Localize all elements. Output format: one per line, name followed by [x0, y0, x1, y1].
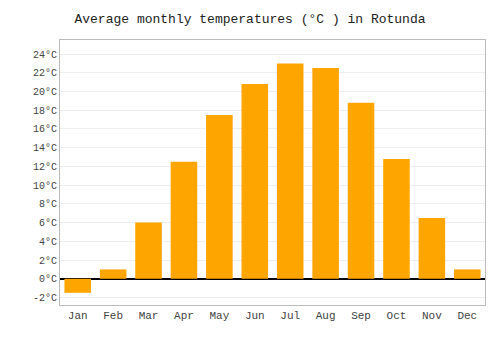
svg-text:Jan: Jan [68, 310, 88, 322]
svg-text:2°C: 2°C [39, 256, 57, 267]
svg-text:May: May [209, 310, 229, 322]
svg-text:20°C: 20°C [33, 87, 57, 98]
svg-text:Jun: Jun [245, 310, 265, 322]
svg-text:10°C: 10°C [33, 181, 57, 192]
svg-text:18°C: 18°C [33, 106, 57, 117]
svg-text:Apr: Apr [174, 310, 194, 322]
svg-text:0°C: 0°C [39, 274, 57, 285]
svg-text:Dec: Dec [457, 310, 477, 322]
svg-text:24°C: 24°C [33, 50, 57, 61]
svg-text:Nov: Nov [422, 310, 442, 322]
svg-text:Oct: Oct [387, 310, 407, 322]
svg-text:Average monthly temperatures (: Average monthly temperatures (°C ) in Ro… [74, 12, 425, 27]
svg-text:Feb: Feb [103, 310, 123, 322]
svg-text:Mar: Mar [139, 310, 159, 322]
svg-text:Jul: Jul [280, 310, 300, 322]
svg-text:-2°C: -2°C [33, 293, 57, 304]
svg-text:16°C: 16°C [33, 124, 57, 135]
svg-text:4°C: 4°C [39, 237, 57, 248]
svg-text:Aug: Aug [316, 310, 336, 322]
svg-text:22°C: 22°C [33, 68, 57, 79]
svg-text:12°C: 12°C [33, 162, 57, 173]
svg-text:14°C: 14°C [33, 143, 57, 154]
svg-text:Sep: Sep [351, 310, 371, 322]
svg-text:6°C: 6°C [39, 218, 57, 229]
svg-text:8°C: 8°C [39, 199, 57, 210]
